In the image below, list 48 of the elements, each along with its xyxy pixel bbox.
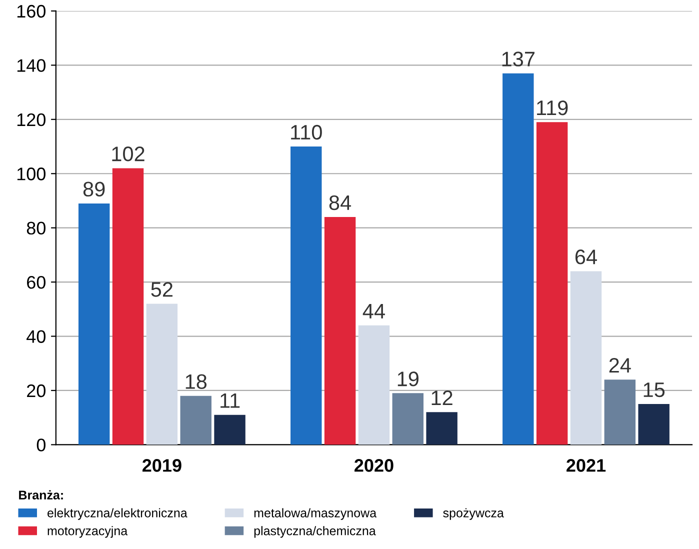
data-label: 52	[151, 282, 172, 297]
data-label: 119	[537, 100, 568, 116]
data-label: 102	[112, 146, 144, 162]
bar	[290, 146, 322, 445]
bar	[214, 414, 246, 445]
bar	[502, 73, 534, 445]
legend-label: motoryzacyjna	[48, 526, 128, 538]
bar	[604, 380, 636, 445]
y-tick-label: 140	[17, 59, 46, 72]
data-label: 15	[644, 382, 665, 398]
legend-title: Branża:	[19, 490, 63, 500]
legend-label: metalowa/maszynowa	[254, 508, 377, 520]
bar	[392, 393, 424, 445]
data-label: 89	[83, 182, 105, 197]
x-tick-label: 2020	[354, 459, 394, 472]
bar	[570, 271, 602, 445]
y-tick-label: 120	[17, 113, 46, 126]
legend-label: spożywcza	[443, 508, 504, 520]
bar	[536, 122, 568, 445]
data-label: 84	[329, 195, 352, 210]
bar	[324, 216, 356, 445]
x-tick-label: 2021	[566, 459, 606, 472]
legend-label: plastyczna/chemiczna	[254, 526, 376, 538]
bar	[638, 404, 670, 445]
data-label: 110	[291, 124, 322, 140]
data-label: 18	[186, 374, 207, 389]
data-label: 12	[432, 390, 452, 406]
data-label: 44	[362, 304, 385, 318]
x-tick-label: 2019	[142, 459, 182, 472]
y-tick-label: 80	[26, 222, 46, 235]
y-tick-label: 0	[36, 438, 46, 452]
bar	[180, 396, 212, 445]
bar	[358, 325, 390, 445]
bar	[112, 168, 144, 445]
y-tick-label: 60	[27, 276, 46, 289]
bar	[146, 304, 178, 445]
y-tick-label: 20	[27, 384, 46, 398]
y-tick-label: 40	[26, 330, 46, 343]
data-label: 137	[502, 52, 534, 66]
legend-label: elektryczna/elektroniczna	[48, 508, 188, 520]
bar	[426, 412, 458, 445]
y-tick-label: 160	[17, 4, 46, 18]
data-label: 24	[609, 358, 631, 373]
data-label: 19	[398, 372, 418, 386]
data-label: 64	[575, 250, 597, 264]
bar	[78, 203, 110, 445]
y-tick-label: 100	[17, 168, 46, 180]
data-label: 11	[220, 393, 240, 408]
